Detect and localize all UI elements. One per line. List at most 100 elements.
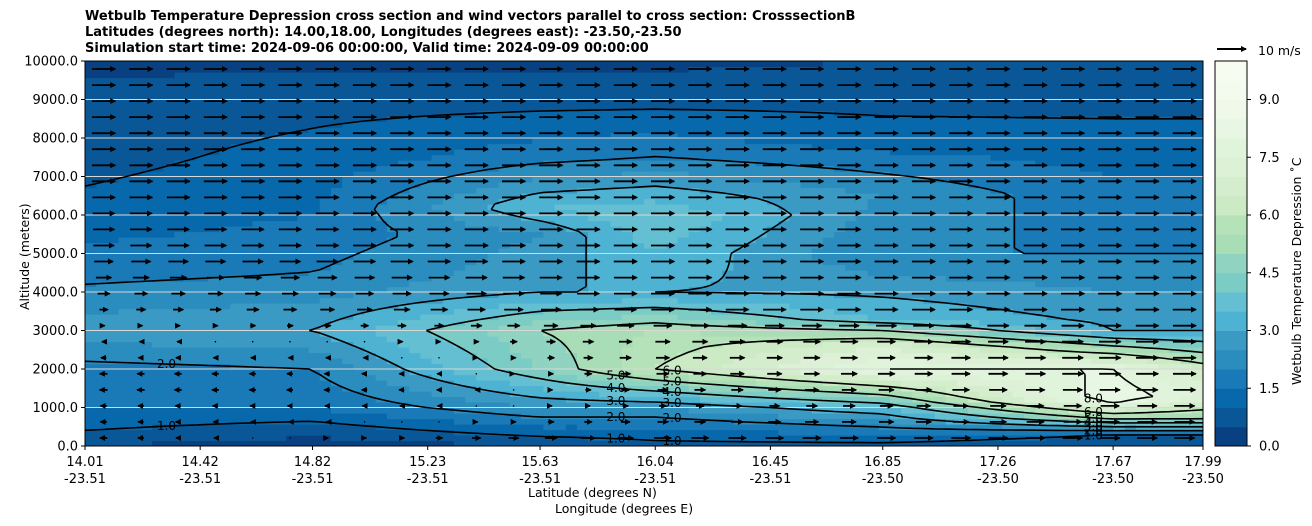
field-cell [677, 297, 690, 304]
field-cell [286, 281, 299, 288]
field-cell [957, 352, 969, 359]
field-cell [1191, 402, 1203, 409]
field-cell [644, 385, 656, 392]
field-cell [554, 204, 567, 211]
field-cell [1135, 198, 1148, 205]
field-cell [1102, 336, 1115, 343]
field-cell [118, 413, 131, 420]
field-cell [431, 237, 444, 244]
field-cell [699, 176, 712, 183]
field-cell [1001, 424, 1014, 431]
field-cell [632, 275, 645, 282]
field-cell [1191, 374, 1203, 381]
field-cell [1102, 391, 1115, 398]
field-cell [420, 182, 433, 189]
field-cell [822, 176, 835, 183]
field-cell [286, 171, 299, 178]
field-cell [811, 237, 824, 244]
field-cell [152, 193, 164, 200]
field-cell [476, 336, 489, 343]
field-cell [621, 314, 634, 321]
field-cell [1113, 358, 1126, 365]
field-cell [1135, 413, 1148, 420]
field-cell [990, 325, 1003, 332]
field-cell [923, 396, 936, 403]
field-cell [945, 330, 958, 337]
field-cell [521, 237, 533, 244]
field-cell [196, 413, 209, 420]
field-cell [275, 380, 287, 387]
field-cell [822, 231, 835, 238]
field-cell [163, 396, 176, 403]
field-cell [632, 193, 645, 200]
field-cell [576, 314, 589, 321]
field-cell [867, 281, 880, 288]
field-cell [196, 396, 209, 403]
field-cell [554, 374, 567, 381]
field-cell [152, 352, 164, 359]
field-cell [1191, 275, 1203, 282]
field-cell [744, 171, 757, 178]
field-cell [1180, 237, 1193, 244]
field-cell [353, 341, 366, 348]
field-cell [822, 264, 835, 271]
field-cell [979, 220, 992, 227]
field-cell [610, 358, 623, 365]
field-cell [990, 286, 1003, 293]
field-cell [822, 396, 835, 403]
field-cell [420, 297, 433, 304]
field-cell [699, 193, 712, 200]
field-cell [1113, 363, 1126, 370]
field-cell [118, 292, 131, 299]
field-cell [733, 352, 746, 359]
field-cell [1068, 171, 1081, 178]
field-cell [1035, 286, 1048, 293]
field-cell [442, 330, 455, 337]
field-cell [487, 231, 500, 238]
field-cell [711, 204, 723, 211]
field-cell [521, 363, 533, 370]
field-cell [744, 187, 757, 194]
field-cell [912, 281, 925, 288]
field-cell [1191, 341, 1203, 348]
field-cell [196, 242, 209, 249]
field-cell [1001, 380, 1014, 387]
field-cell [1158, 325, 1171, 332]
field-cell [252, 286, 265, 293]
field-cell [979, 325, 992, 332]
field-cell [230, 440, 243, 446]
field-cell [789, 336, 802, 343]
field-cell [1147, 292, 1159, 299]
field-cell [1158, 209, 1171, 216]
field-cell [968, 182, 980, 189]
field-cell [152, 248, 164, 255]
field-cell [677, 352, 690, 359]
field-cell [957, 231, 969, 238]
field-cell [901, 396, 913, 403]
field-cell [1024, 341, 1036, 348]
field-cell [632, 440, 645, 446]
field-cell [845, 374, 858, 381]
field-cell [1091, 182, 1103, 189]
field-cell [621, 358, 634, 365]
field-cell [431, 198, 444, 205]
field-cell [867, 303, 880, 310]
field-cell [1091, 429, 1103, 436]
field-cell [431, 275, 444, 282]
field-cell [431, 440, 444, 446]
field-cell [330, 286, 343, 293]
field-cell [487, 330, 500, 337]
field-cell [1046, 440, 1059, 446]
field-cell [979, 391, 992, 398]
field-cell [1180, 413, 1193, 420]
field-cell [386, 204, 399, 211]
field-cell [834, 231, 846, 238]
field-cell [789, 237, 802, 244]
field-cell [330, 231, 343, 238]
field-cell [275, 248, 287, 255]
field-cell [901, 264, 913, 271]
field-cell [867, 242, 880, 249]
field-cell [96, 330, 108, 337]
field-cell [576, 270, 589, 277]
field-cell [677, 435, 690, 442]
